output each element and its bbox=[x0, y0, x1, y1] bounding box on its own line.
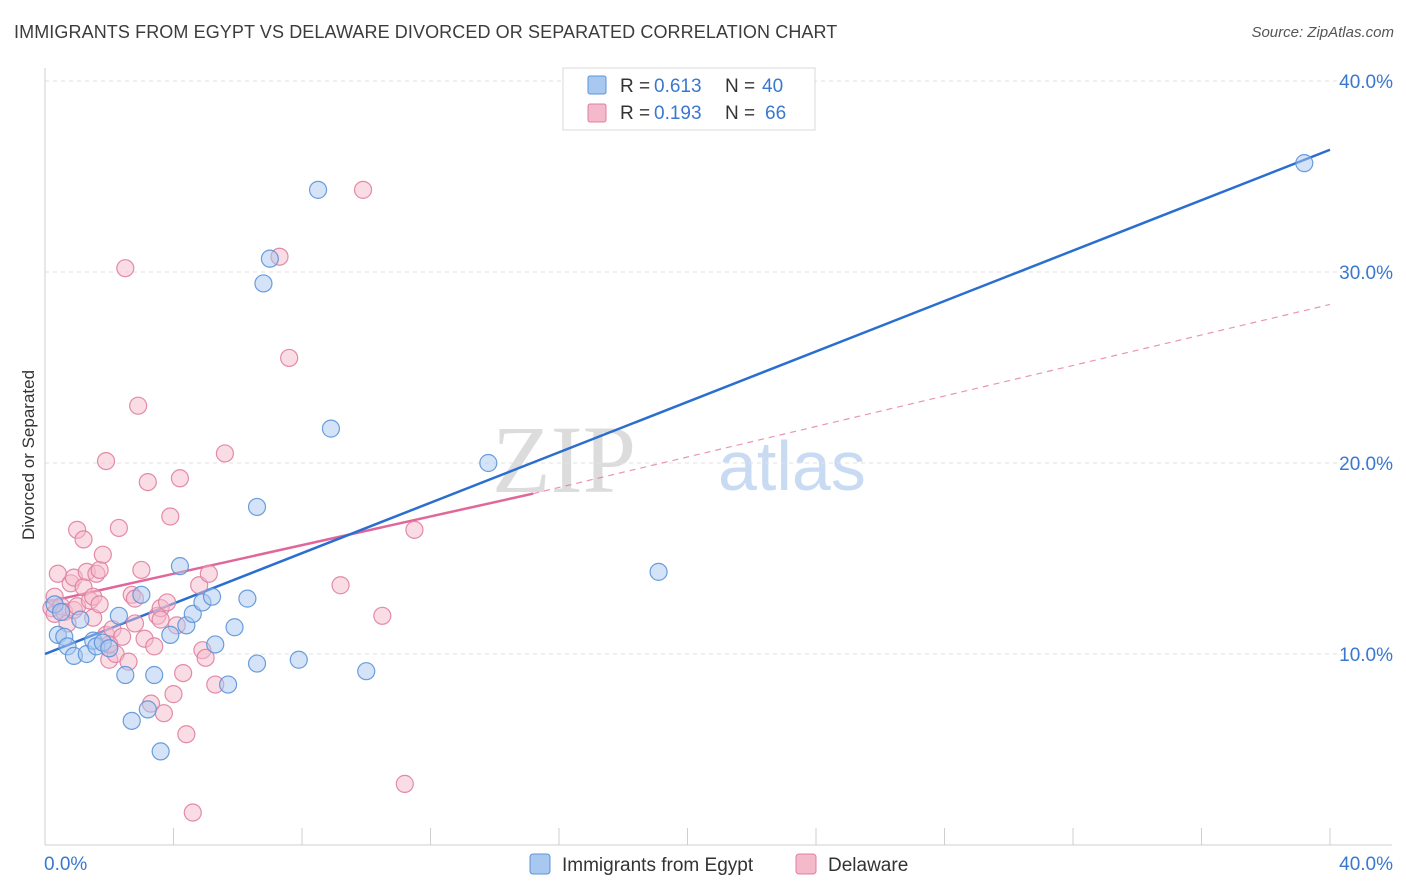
delaware-point bbox=[145, 637, 164, 656]
egypt-point bbox=[254, 274, 273, 293]
egypt-point bbox=[225, 618, 244, 637]
delaware-point bbox=[161, 507, 180, 526]
delaware-point bbox=[74, 530, 93, 549]
egypt-point bbox=[308, 180, 328, 199]
delaware-point bbox=[215, 444, 234, 463]
egypt-point bbox=[122, 711, 141, 730]
egypt-point bbox=[479, 453, 498, 473]
y-tick-label: 30.0% bbox=[1339, 263, 1393, 284]
delaware-point bbox=[164, 685, 183, 704]
x-tick-label: 0.0% bbox=[44, 854, 87, 875]
series-legend-swatch-delaware bbox=[795, 853, 817, 875]
delaware-point bbox=[154, 704, 173, 723]
legend-r-value-blue: 0.613 bbox=[654, 76, 702, 97]
egypt-point bbox=[138, 700, 157, 719]
chart-title: IMMIGRANTS FROM EGYPT VS DELAWARE DIVORC… bbox=[14, 22, 838, 42]
egypt-point bbox=[161, 625, 180, 645]
source-credit: Source: ZipAtlas.com bbox=[1251, 24, 1394, 41]
legend-swatch-pink bbox=[587, 103, 607, 123]
x-tick-label: 40.0% bbox=[1339, 854, 1393, 875]
egypt-point bbox=[321, 419, 341, 438]
delaware-point bbox=[90, 560, 109, 580]
legend-r-value-pink: 0.193 bbox=[654, 103, 702, 124]
egypt-point bbox=[219, 675, 238, 694]
egypt-point bbox=[170, 557, 190, 576]
egypt-point bbox=[649, 562, 668, 581]
delaware-point bbox=[132, 560, 151, 580]
series-legend-swatch-egypt bbox=[529, 853, 551, 875]
egypt-point bbox=[132, 585, 151, 604]
legend-n-label-pink: N = bbox=[725, 103, 755, 124]
delaware-point bbox=[353, 180, 373, 199]
delaware-point bbox=[170, 469, 190, 488]
series-legend: Immigrants from Egypt Delaware bbox=[529, 853, 908, 876]
watermark-atlas: atlas bbox=[718, 427, 866, 505]
egypt-point bbox=[100, 639, 119, 658]
legend-n-label-blue: N = bbox=[725, 76, 755, 97]
egypt-point bbox=[151, 742, 170, 761]
delaware-point bbox=[96, 451, 116, 471]
egypt-point bbox=[51, 602, 71, 622]
legend-n-value-blue: 40 bbox=[762, 76, 783, 97]
watermark: ZIP atlas bbox=[492, 406, 866, 513]
trend-lines bbox=[44, 148, 1331, 656]
legend-n-value-pink: 66 bbox=[765, 103, 786, 124]
delaware-point bbox=[125, 614, 145, 633]
egypt-point bbox=[109, 606, 128, 625]
delaware-point bbox=[196, 648, 215, 667]
egypt-point bbox=[206, 635, 225, 654]
delaware-point bbox=[405, 520, 424, 539]
delaware-point bbox=[177, 725, 196, 744]
delaware-point bbox=[373, 606, 392, 625]
y-tick-label: 10.0% bbox=[1339, 645, 1393, 666]
axes: 10.0% 20.0% 30.0% 40.0% 0.0% 40.0% bbox=[44, 68, 1393, 875]
egypt-point bbox=[357, 662, 376, 681]
watermark-zip: ZIP bbox=[492, 406, 636, 513]
delaware-point bbox=[199, 564, 218, 583]
series-legend-label-delaware: Delaware bbox=[828, 855, 908, 876]
delaware-point bbox=[116, 259, 135, 278]
delaware-point bbox=[395, 774, 414, 793]
delaware-point bbox=[109, 518, 128, 538]
data-points bbox=[42, 154, 1314, 822]
egypt-point bbox=[202, 587, 222, 606]
egypt-point bbox=[247, 654, 267, 673]
legend-swatch-blue bbox=[587, 75, 607, 95]
delaware-point bbox=[174, 663, 193, 683]
legend-r-label-pink: R = bbox=[620, 103, 650, 124]
egypt-point bbox=[71, 610, 90, 629]
delaware-point bbox=[129, 396, 148, 415]
y-tick-label: 20.0% bbox=[1339, 454, 1393, 475]
delaware-point bbox=[90, 595, 109, 614]
delaware-point bbox=[157, 593, 177, 612]
grid bbox=[45, 80, 1392, 655]
egypt-point bbox=[145, 665, 164, 685]
egypt-point bbox=[116, 665, 135, 685]
delaware-point bbox=[93, 545, 112, 564]
delaware-point bbox=[138, 473, 157, 492]
legend-r-label-blue: R = bbox=[620, 76, 650, 97]
egypt-point bbox=[238, 589, 257, 608]
egypt-point bbox=[247, 497, 267, 517]
delaware-trend-line bbox=[44, 492, 534, 604]
delaware-point bbox=[280, 348, 299, 368]
delaware-point bbox=[331, 576, 350, 595]
series-legend-label-egypt: Immigrants from Egypt bbox=[562, 855, 754, 876]
egypt-point bbox=[289, 650, 308, 669]
stats-legend: R = 0.613 N = 40 R = 0.193 N = 66 bbox=[562, 67, 816, 131]
delaware-trend-extension bbox=[533, 303, 1331, 495]
egypt-trend-line bbox=[44, 148, 1331, 656]
egypt-point bbox=[1295, 154, 1314, 173]
y-axis-label: Divorced or Separated bbox=[19, 370, 38, 540]
delaware-point bbox=[183, 803, 202, 822]
delaware-point bbox=[151, 610, 170, 629]
y-tick-label: 40.0% bbox=[1339, 72, 1393, 93]
egypt-point bbox=[260, 249, 279, 268]
